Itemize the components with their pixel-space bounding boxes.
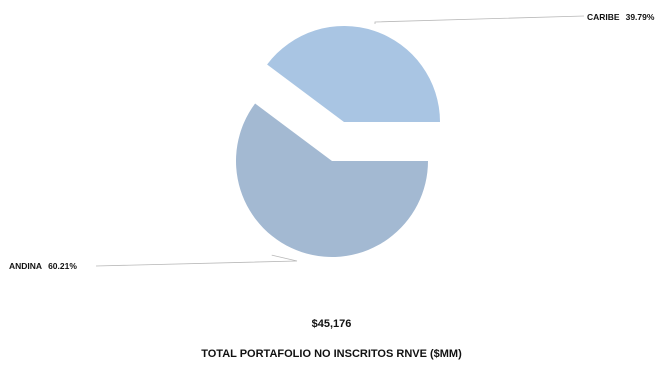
total-value: $45,176 bbox=[311, 318, 352, 330]
slice-value-caribe: 39.79% bbox=[626, 12, 655, 22]
slice-name-caribe: CARIBE bbox=[587, 12, 620, 22]
chart-title: TOTAL PORTAFOLIO NO INSCRITOS RNVE ($MM) bbox=[201, 348, 462, 360]
slice-value-andina: 60.21% bbox=[48, 261, 77, 271]
pie-slice-caribe bbox=[267, 26, 440, 123]
slice-label-caribe: CARIBE 39.79% bbox=[587, 12, 655, 22]
slice-name-andina: ANDINA bbox=[9, 261, 42, 271]
leader-line-caribe bbox=[374, 15, 585, 24]
slices-layer bbox=[236, 26, 440, 257]
leader-line-andina bbox=[95, 254, 298, 267]
slice-labels-layer: CARIBE 39.79% ANDINA 60.21% bbox=[9, 12, 655, 271]
leader-lines-layer bbox=[95, 15, 585, 267]
slice-label-andina: ANDINA 60.21% bbox=[9, 261, 77, 271]
pie-slice-andina bbox=[236, 103, 428, 257]
